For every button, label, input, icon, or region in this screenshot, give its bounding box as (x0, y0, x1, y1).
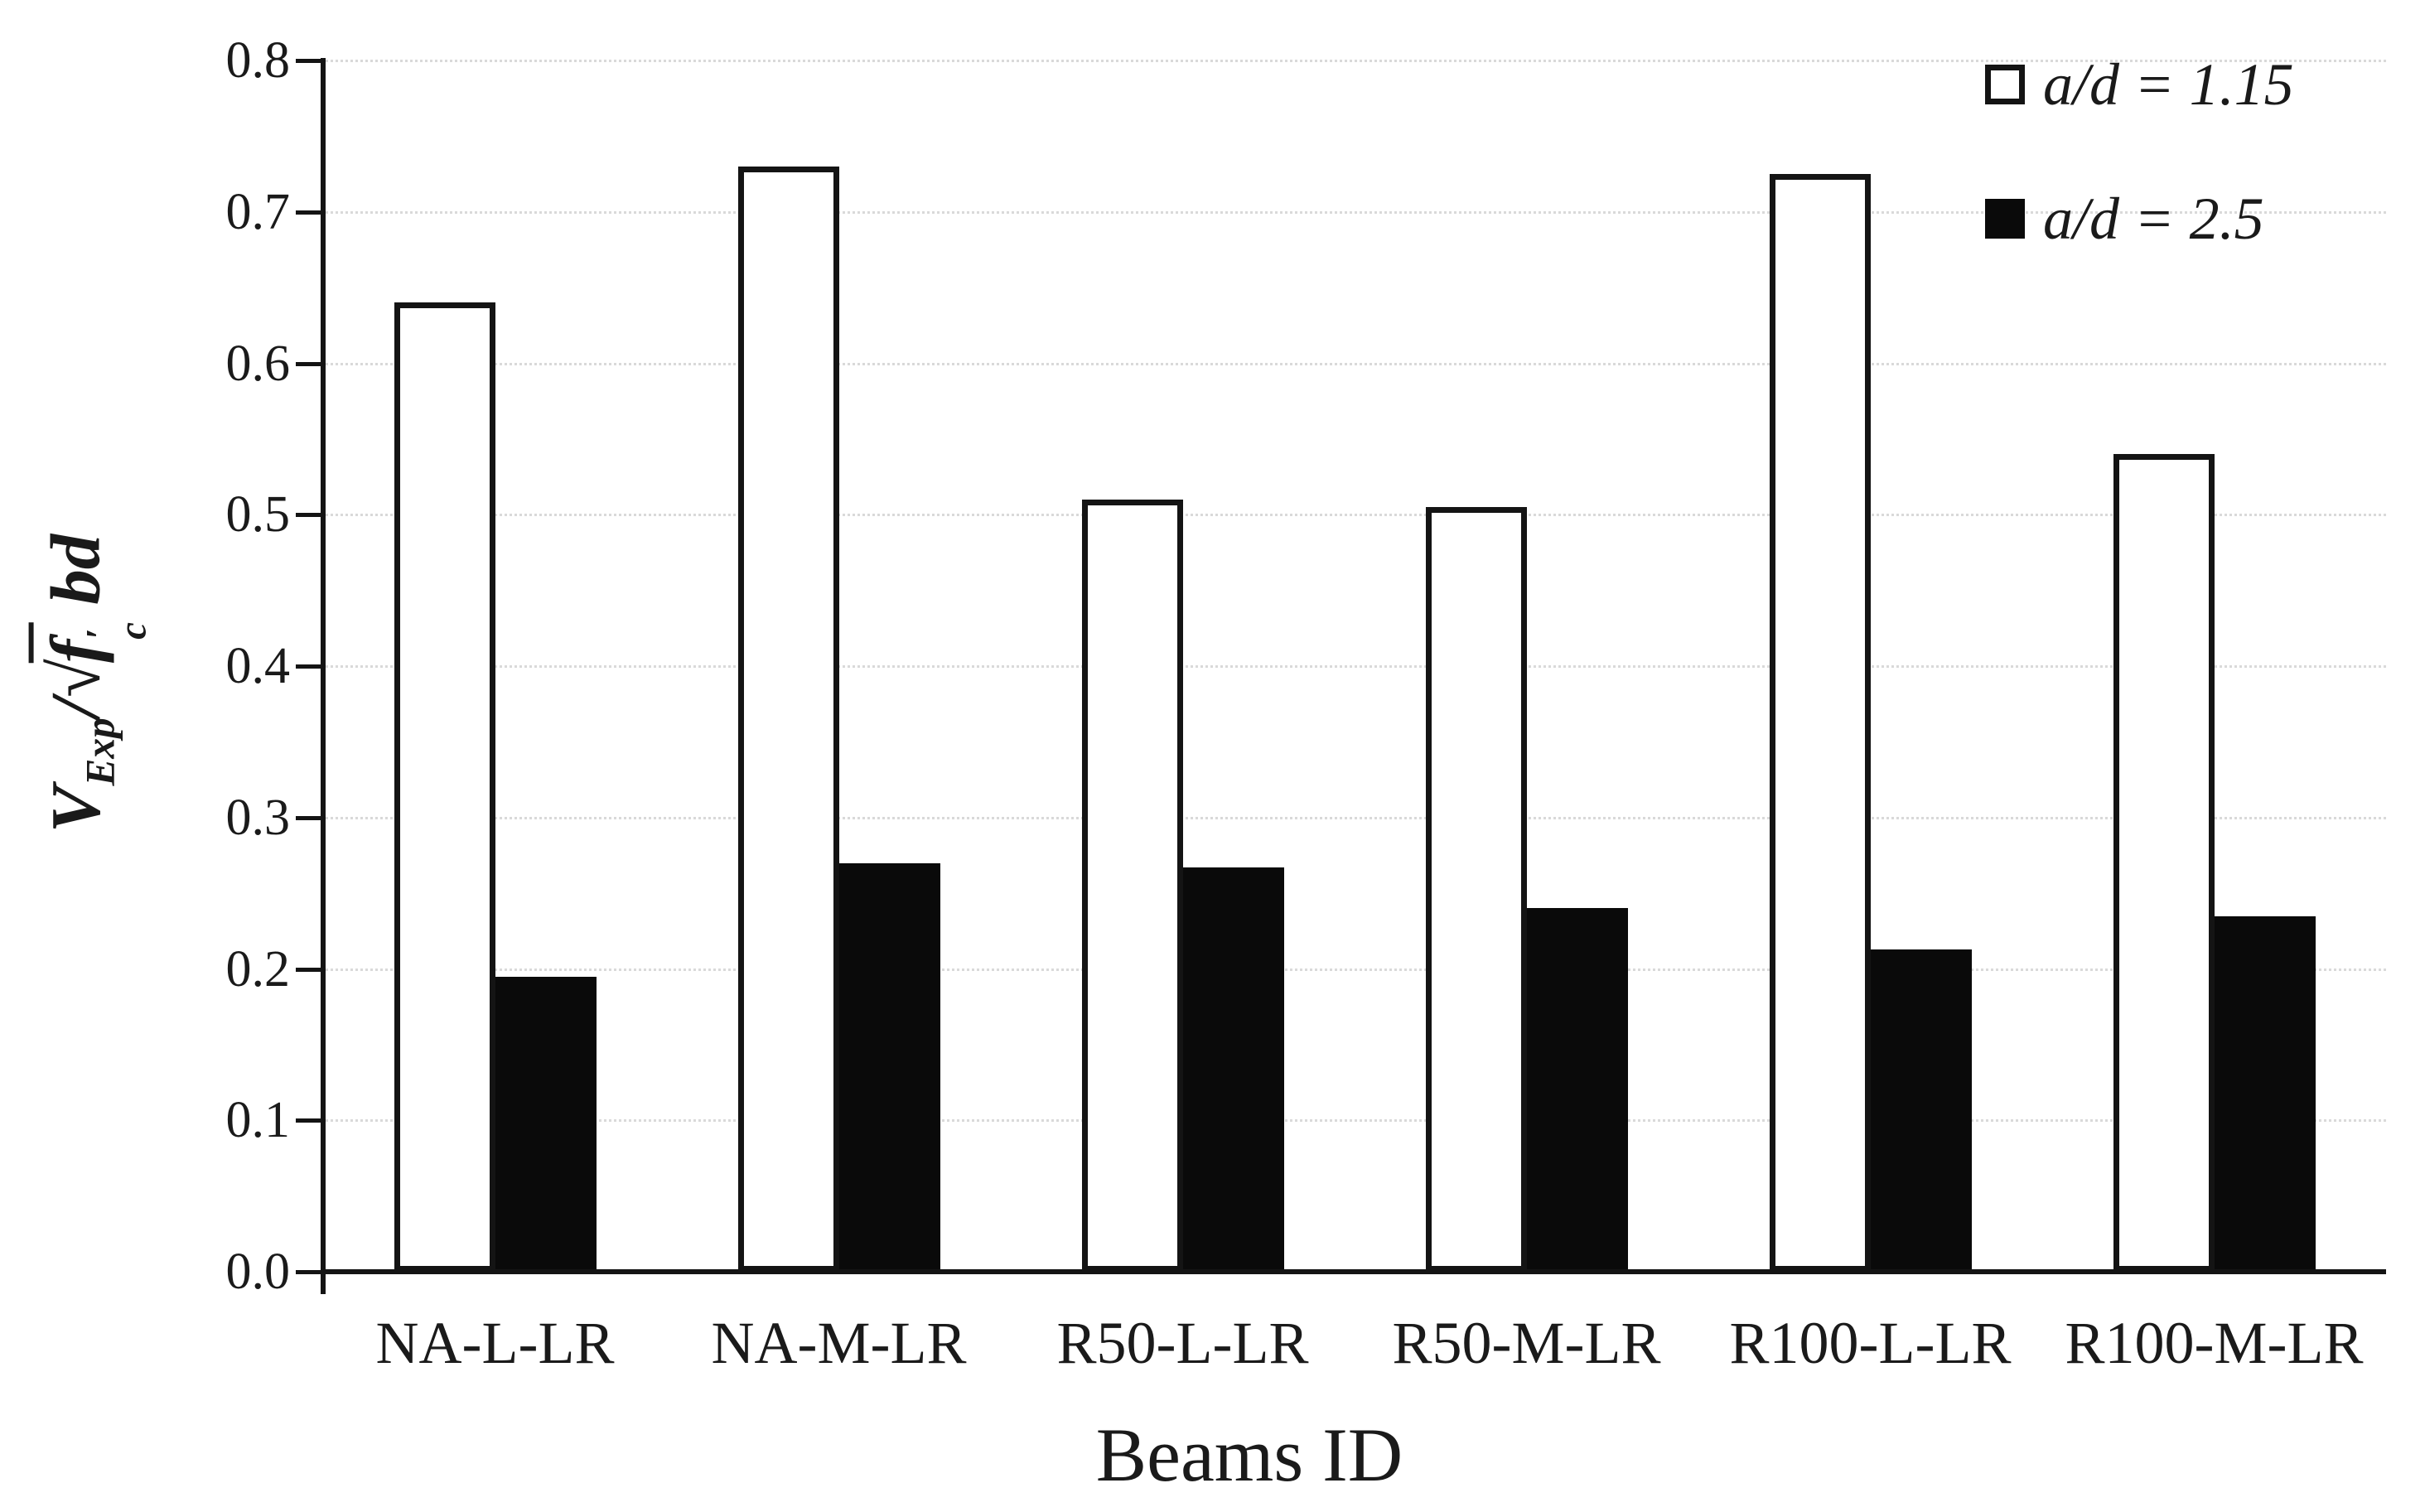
gridline-0.5 (326, 514, 2386, 517)
bar-R100-L-LR-a/d=1.15 (1769, 174, 1871, 1272)
y-title-c: c (111, 622, 155, 640)
legend-label: a/d = 2.5 (2043, 185, 2264, 252)
x-tick-label: NA-L-LR (375, 1310, 615, 1376)
y-title-bd: bd (36, 534, 115, 605)
y-title-f-prime-sub: ′ c (79, 622, 155, 640)
y-tick-0.5 (296, 513, 323, 518)
y-tick-0.3 (296, 815, 323, 820)
legend: a/d = 1.15 a/d = 2.5 (1985, 43, 2294, 312)
gridline-0.2 (326, 968, 2386, 971)
y-title-numerator: V (36, 785, 115, 833)
bar-R50-M-LR-a/d=2.5 (1526, 908, 1628, 1272)
y-tick-0 (296, 1270, 323, 1274)
y-title-divide: / (36, 698, 115, 718)
bar-R100-M-LR-a/d=1.15 (2113, 454, 2215, 1272)
y-tick-0.6 (296, 361, 323, 366)
radical-sign: √ (36, 659, 115, 698)
legend-marker-black-square-icon (1985, 199, 2025, 239)
y-title-numerator-sub: Exp (77, 717, 123, 786)
legend-marker-white-square-icon (1985, 65, 2025, 104)
gridline-0.7 (326, 210, 2386, 214)
y-tick-label: 0.3 (225, 789, 291, 846)
x-tick-label: R100-M-LR (2065, 1310, 2364, 1376)
gridline-0.1 (326, 1119, 2386, 1123)
bar-NA-L-LR-a/d=2.5 (495, 976, 597, 1272)
y-tick-label: 0.8 (225, 32, 291, 89)
y-tick-label: 0.6 (225, 335, 291, 392)
bar-R100-L-LR-a/d=2.5 (1870, 949, 1972, 1272)
legend-entry-ad-2-5: a/d = 2.5 (1985, 177, 2294, 260)
y-tick-label: 0.1 (225, 1092, 291, 1149)
y-tick-0.4 (296, 664, 323, 669)
x-tick-label: R100-L-LR (1729, 1310, 2012, 1376)
gridline-0.3 (326, 816, 2386, 819)
x-axis-line (321, 1269, 2386, 1274)
bar-NA-L-LR-a/d=1.15 (394, 302, 495, 1272)
bar-NA-M-LR-a/d=2.5 (838, 862, 940, 1272)
legend-entry-ad-1-15: a/d = 1.15 (1985, 43, 2294, 126)
y-tick-0.7 (296, 210, 323, 215)
y-tick-label: 0.0 (225, 1244, 291, 1300)
x-axis-title: Beams ID (1095, 1413, 1403, 1497)
bar-R50-L-LR-a/d=2.5 (1182, 867, 1284, 1272)
gridline-0.8 (326, 60, 2386, 62)
y-axis-title: VExp/√f ′ c bd (28, 534, 155, 833)
x-tick-label: NA-M-LR (711, 1310, 967, 1376)
y-title-radicand: f ′ c (28, 622, 155, 664)
gridline-0.6 (326, 362, 2386, 365)
bar-NA-M-LR-a/d=1.15 (737, 166, 839, 1272)
bar-R50-M-LR-a/d=1.15 (1425, 507, 1527, 1272)
bar-R100-M-LR-a/d=2.5 (2214, 915, 2316, 1272)
x-tick-label: R50-L-LR (1056, 1310, 1309, 1376)
y-tick-label: 0.2 (225, 940, 291, 998)
y-title-f: f (36, 639, 115, 664)
y-tick-label: 0.7 (225, 183, 291, 240)
y-tick-label: 0.4 (225, 638, 291, 694)
y-tick-0.8 (296, 59, 323, 63)
y-tick-0.1 (296, 1118, 323, 1123)
legend-label: a/d = 1.15 (2043, 51, 2294, 118)
bar-R50-L-LR-a/d=1.15 (1081, 499, 1183, 1272)
y-axis-line (321, 58, 326, 1294)
y-tick-label: 0.5 (225, 486, 291, 543)
y-tick-0.2 (296, 967, 323, 972)
x-tick-label: R50-M-LR (1392, 1310, 1661, 1376)
gridline-0.4 (326, 665, 2386, 668)
